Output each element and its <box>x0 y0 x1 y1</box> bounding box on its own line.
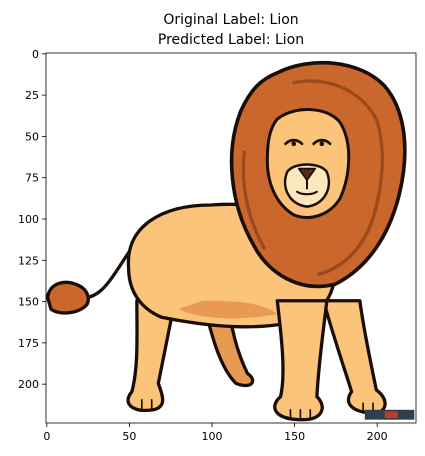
watermark-accent <box>384 411 398 419</box>
x-tick-label: 150 <box>284 430 305 443</box>
x-tick-label: 100 <box>202 430 223 443</box>
lion-image <box>46 53 416 423</box>
y-tick-label: 100 <box>18 213 39 226</box>
x-axis: 0 50 100 150 200 <box>43 423 388 443</box>
title-line-2: Predicted Label: Lion <box>158 32 304 48</box>
lion-eye-right <box>312 138 332 146</box>
lion-nose <box>297 167 317 182</box>
y-axis: 0 25 50 75 100 125 150 175 200 <box>18 48 46 391</box>
y-tick-label: 75 <box>25 172 39 185</box>
lion-mouth <box>296 179 318 196</box>
y-tick-label: 50 <box>25 130 39 143</box>
y-tick-label: 200 <box>18 378 39 391</box>
y-tick-label: 125 <box>18 254 39 267</box>
y-tick-label: 25 <box>25 89 39 102</box>
lion-back-leg-near <box>126 299 177 413</box>
lion-tail-tuft <box>46 280 90 315</box>
title-line-1: Original Label: Lion <box>163 12 298 28</box>
lion-belly-shadow <box>178 300 278 319</box>
lion-eye-right-pupil <box>319 141 325 147</box>
y-tick-label: 150 <box>18 296 39 309</box>
y-tick-label: 175 <box>18 337 39 350</box>
lion-eye-left <box>284 138 304 146</box>
lion-mane-shading <box>241 79 384 276</box>
x-tick-label: 0 <box>43 430 50 443</box>
x-tick-label: 50 <box>122 430 136 443</box>
lion-paw-lines <box>140 399 374 421</box>
lion-front-leg-near <box>273 299 329 422</box>
x-tick-label: 200 <box>367 430 388 443</box>
y-tick-label: 0 <box>32 48 39 61</box>
lion-eye-left-pupil <box>291 141 297 147</box>
axes-frame <box>45 52 417 424</box>
